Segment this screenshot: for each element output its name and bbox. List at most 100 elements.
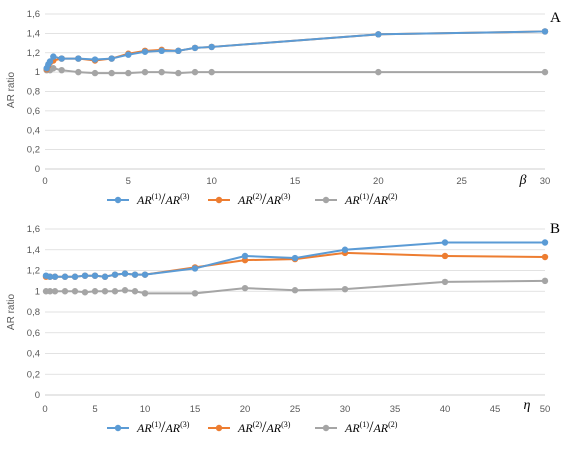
x-tick-label: 0 (42, 404, 47, 415)
legend-item: AR(2)/AR(3) (208, 419, 291, 436)
x-tick-label: 40 (440, 404, 451, 415)
x-tick-label: 25 (290, 404, 301, 415)
x-tick-label: 30 (540, 176, 551, 187)
legend-item: AR(1)/AR(2) (315, 191, 398, 208)
data-point (131, 288, 139, 295)
data-point (101, 288, 109, 295)
data-point (125, 51, 132, 58)
panel-label: B (550, 221, 560, 237)
data-point (341, 246, 349, 253)
data-point (108, 69, 115, 77)
data-point (208, 68, 215, 76)
data-point (46, 288, 54, 295)
x-tick-label: 30 (340, 404, 351, 415)
chart-panel-A: 0 0,2 0,4 0,6 0,8 1 1,2 1,4 1,6 0 5 10 15 20 25 30 AR ra… (6, 9, 561, 208)
data-point (441, 239, 449, 246)
data-point (175, 47, 182, 55)
x-tick-label: 0 (42, 176, 47, 187)
legend-item: AR(1)/AR(3) (107, 419, 190, 436)
data-point (241, 252, 249, 260)
data-point (191, 290, 199, 297)
y-tick-label: 1,2 (27, 48, 40, 59)
data-point (441, 252, 449, 260)
data-point (50, 53, 57, 60)
legend-label: AR(1)/AR(3) (136, 191, 190, 208)
data-point (81, 272, 89, 279)
legend-item: AR(1)/AR(2) (315, 419, 398, 436)
data-point (75, 55, 82, 62)
legend: AR(1)/AR(3) AR(2)/AR(3) AR(1)/AR(2) (107, 419, 398, 436)
data-point (91, 56, 99, 63)
x-tick-label: 15 (190, 404, 201, 415)
data-point (46, 273, 54, 280)
legend-swatch-marker (215, 196, 223, 204)
data-point (108, 55, 115, 62)
legend-label: AR(2)/AR(3) (237, 191, 291, 208)
data-point (58, 55, 65, 62)
panel-label: A (550, 10, 561, 26)
data-point (141, 68, 149, 76)
data-point (375, 31, 382, 38)
data-point (111, 271, 119, 278)
x-tick-label: 45 (490, 404, 501, 415)
legend-label: AR(1)/AR(2) (344, 419, 398, 436)
data-point (191, 44, 199, 52)
x-tick-label: 10 (206, 176, 217, 187)
data-point (121, 287, 129, 294)
series-line (45, 30, 546, 70)
data-point (541, 253, 549, 261)
x-tick-label: 10 (140, 404, 151, 415)
data-point (91, 288, 99, 295)
y-tick-label: 1,4 (27, 245, 40, 256)
data-point (121, 270, 129, 277)
x-tick-label: 20 (240, 404, 251, 415)
y-tick-label: 1 (35, 286, 40, 297)
data-point (46, 58, 54, 65)
data-point (91, 69, 99, 77)
data-point (541, 239, 549, 246)
y-tick-label: 0,4 (27, 349, 40, 360)
data-point (241, 284, 249, 292)
y-tick-label: 0,4 (27, 125, 40, 136)
y-tick-label: 0,8 (27, 307, 40, 318)
data-point (81, 289, 89, 296)
data-point (75, 68, 82, 76)
data-point (291, 287, 299, 294)
legend-label: AR(1)/AR(3) (136, 419, 190, 436)
series-line (46, 67, 545, 75)
legend-swatch-marker (114, 424, 122, 432)
data-point (71, 273, 79, 280)
series-line (45, 30, 546, 69)
x-tick-label: 20 (373, 176, 384, 187)
legend-item: AR(2)/AR(3) (208, 191, 291, 208)
y-tick-label: 0 (35, 164, 40, 175)
data-point (58, 66, 65, 74)
y-tick-label: 0,6 (27, 106, 40, 117)
legend-label: AR(1)/AR(2) (344, 191, 398, 208)
data-point (111, 288, 119, 295)
data-point (141, 290, 149, 297)
data-point (191, 265, 199, 272)
y-tick-label: 0,2 (27, 145, 40, 156)
data-point (441, 278, 449, 286)
legend-item: AR(1)/AR(3) (107, 191, 190, 208)
legend-label: AR(2)/AR(3) (237, 419, 291, 436)
y-tick-label: 0,8 (27, 87, 40, 98)
x-tick-label: 5 (126, 176, 131, 187)
data-point (291, 254, 299, 262)
data-point (175, 69, 182, 77)
data-point (141, 48, 149, 55)
data-point (61, 273, 69, 280)
y-tick-label: 1,6 (27, 9, 40, 20)
data-point (541, 68, 549, 76)
data-point (61, 288, 69, 295)
x-axis-label: η (524, 398, 531, 413)
data-point (50, 65, 57, 72)
x-tick-label: 15 (290, 176, 301, 187)
y-tick-label: 0,6 (27, 328, 40, 339)
data-point (51, 273, 59, 280)
y-tick-label: 1,6 (27, 224, 40, 235)
data-point (101, 273, 109, 280)
data-point (125, 69, 132, 77)
